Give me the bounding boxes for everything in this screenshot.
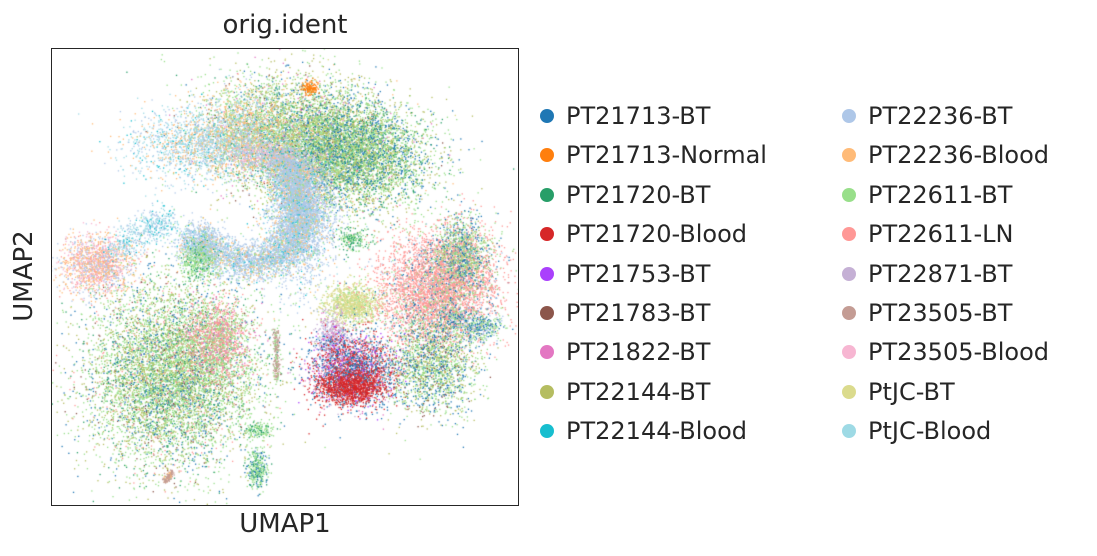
legend-item: PT22871-BT [842, 258, 1012, 290]
legend-label: PT22236-Blood [868, 141, 1050, 170]
legend-label: PT22236-BT [868, 102, 1013, 130]
legend-item: PT22236-Blood [842, 139, 1049, 171]
legend-label: PT21783-BT [566, 299, 711, 327]
legend-label: PT23505-Blood [868, 338, 1050, 367]
legend-label: PtJC-BT [868, 377, 955, 406]
legend-item: PT22611-BT [842, 179, 1012, 211]
legend-label: PT22611-BT [868, 180, 1013, 209]
legend-item: PT21783-BT [540, 297, 710, 329]
legend-label: PT22144-Blood [566, 417, 748, 446]
legend-label: PT21713-BT [566, 102, 711, 130]
legend-marker [540, 345, 554, 360]
y-axis-label-container: UMAP2 [0, 48, 48, 504]
legend-marker [540, 384, 554, 399]
legend-marker [842, 109, 856, 123]
chart-title: orig.ident [222, 10, 348, 40]
legend-item: PT21713-Normal [540, 139, 767, 171]
legend-label: PT22144-BT [566, 377, 711, 406]
legend-marker [842, 345, 856, 360]
legend-marker [540, 109, 554, 123]
legend-marker [540, 148, 554, 163]
legend-label: PT21720-Blood [566, 220, 748, 249]
umap-scatter-points [52, 49, 518, 505]
legend-label: PT21753-BT [566, 259, 711, 288]
legend-label: PT21713-Normal [566, 141, 767, 170]
legend-marker [842, 148, 856, 163]
legend-item: PtJC-Blood [842, 415, 991, 447]
legend-marker [842, 306, 856, 320]
legend-item: PT21720-BT [540, 179, 710, 211]
legend-item: PT22236-BT [842, 100, 1012, 132]
legend-label: PT21822-BT [566, 338, 711, 367]
plot-area [51, 48, 519, 506]
legend-item: PT22611-LN [842, 218, 1013, 250]
x-axis-label: UMAP1 [239, 509, 331, 539]
legend-item: PT23505-BT [842, 297, 1012, 329]
legend-marker [540, 187, 554, 202]
legend-label: PT22611-LN [868, 220, 1014, 249]
legend-item: PT21822-BT [540, 336, 710, 368]
legend-item: PT22144-BT [540, 376, 710, 408]
legend-marker [540, 424, 554, 439]
legend-marker [842, 424, 856, 439]
legend-label: PT22871-BT [868, 259, 1013, 288]
y-axis-label: UMAP2 [9, 230, 39, 322]
legend-marker [540, 306, 554, 320]
legend-item: PT23505-Blood [842, 336, 1049, 368]
legend: PT21713-BT PT21713-Normal PT21720-BT PT2172… [540, 100, 1085, 460]
legend-item: PT21720-Blood [540, 218, 747, 250]
legend-item: PT22144-Blood [540, 415, 747, 447]
legend-item: PT21753-BT [540, 258, 710, 290]
legend-marker [842, 227, 856, 242]
legend-marker [842, 384, 856, 399]
legend-item: PT21713-BT [540, 100, 710, 132]
legend-label: PT23505-BT [868, 299, 1013, 327]
legend-marker [540, 266, 554, 281]
legend-label: PT21720-BT [566, 180, 711, 209]
legend-label: PtJC-Blood [868, 417, 992, 446]
legend-item: PtJC-BT [842, 376, 955, 408]
legend-marker [540, 227, 554, 242]
legend-marker [842, 266, 856, 281]
legend-marker [842, 187, 856, 202]
